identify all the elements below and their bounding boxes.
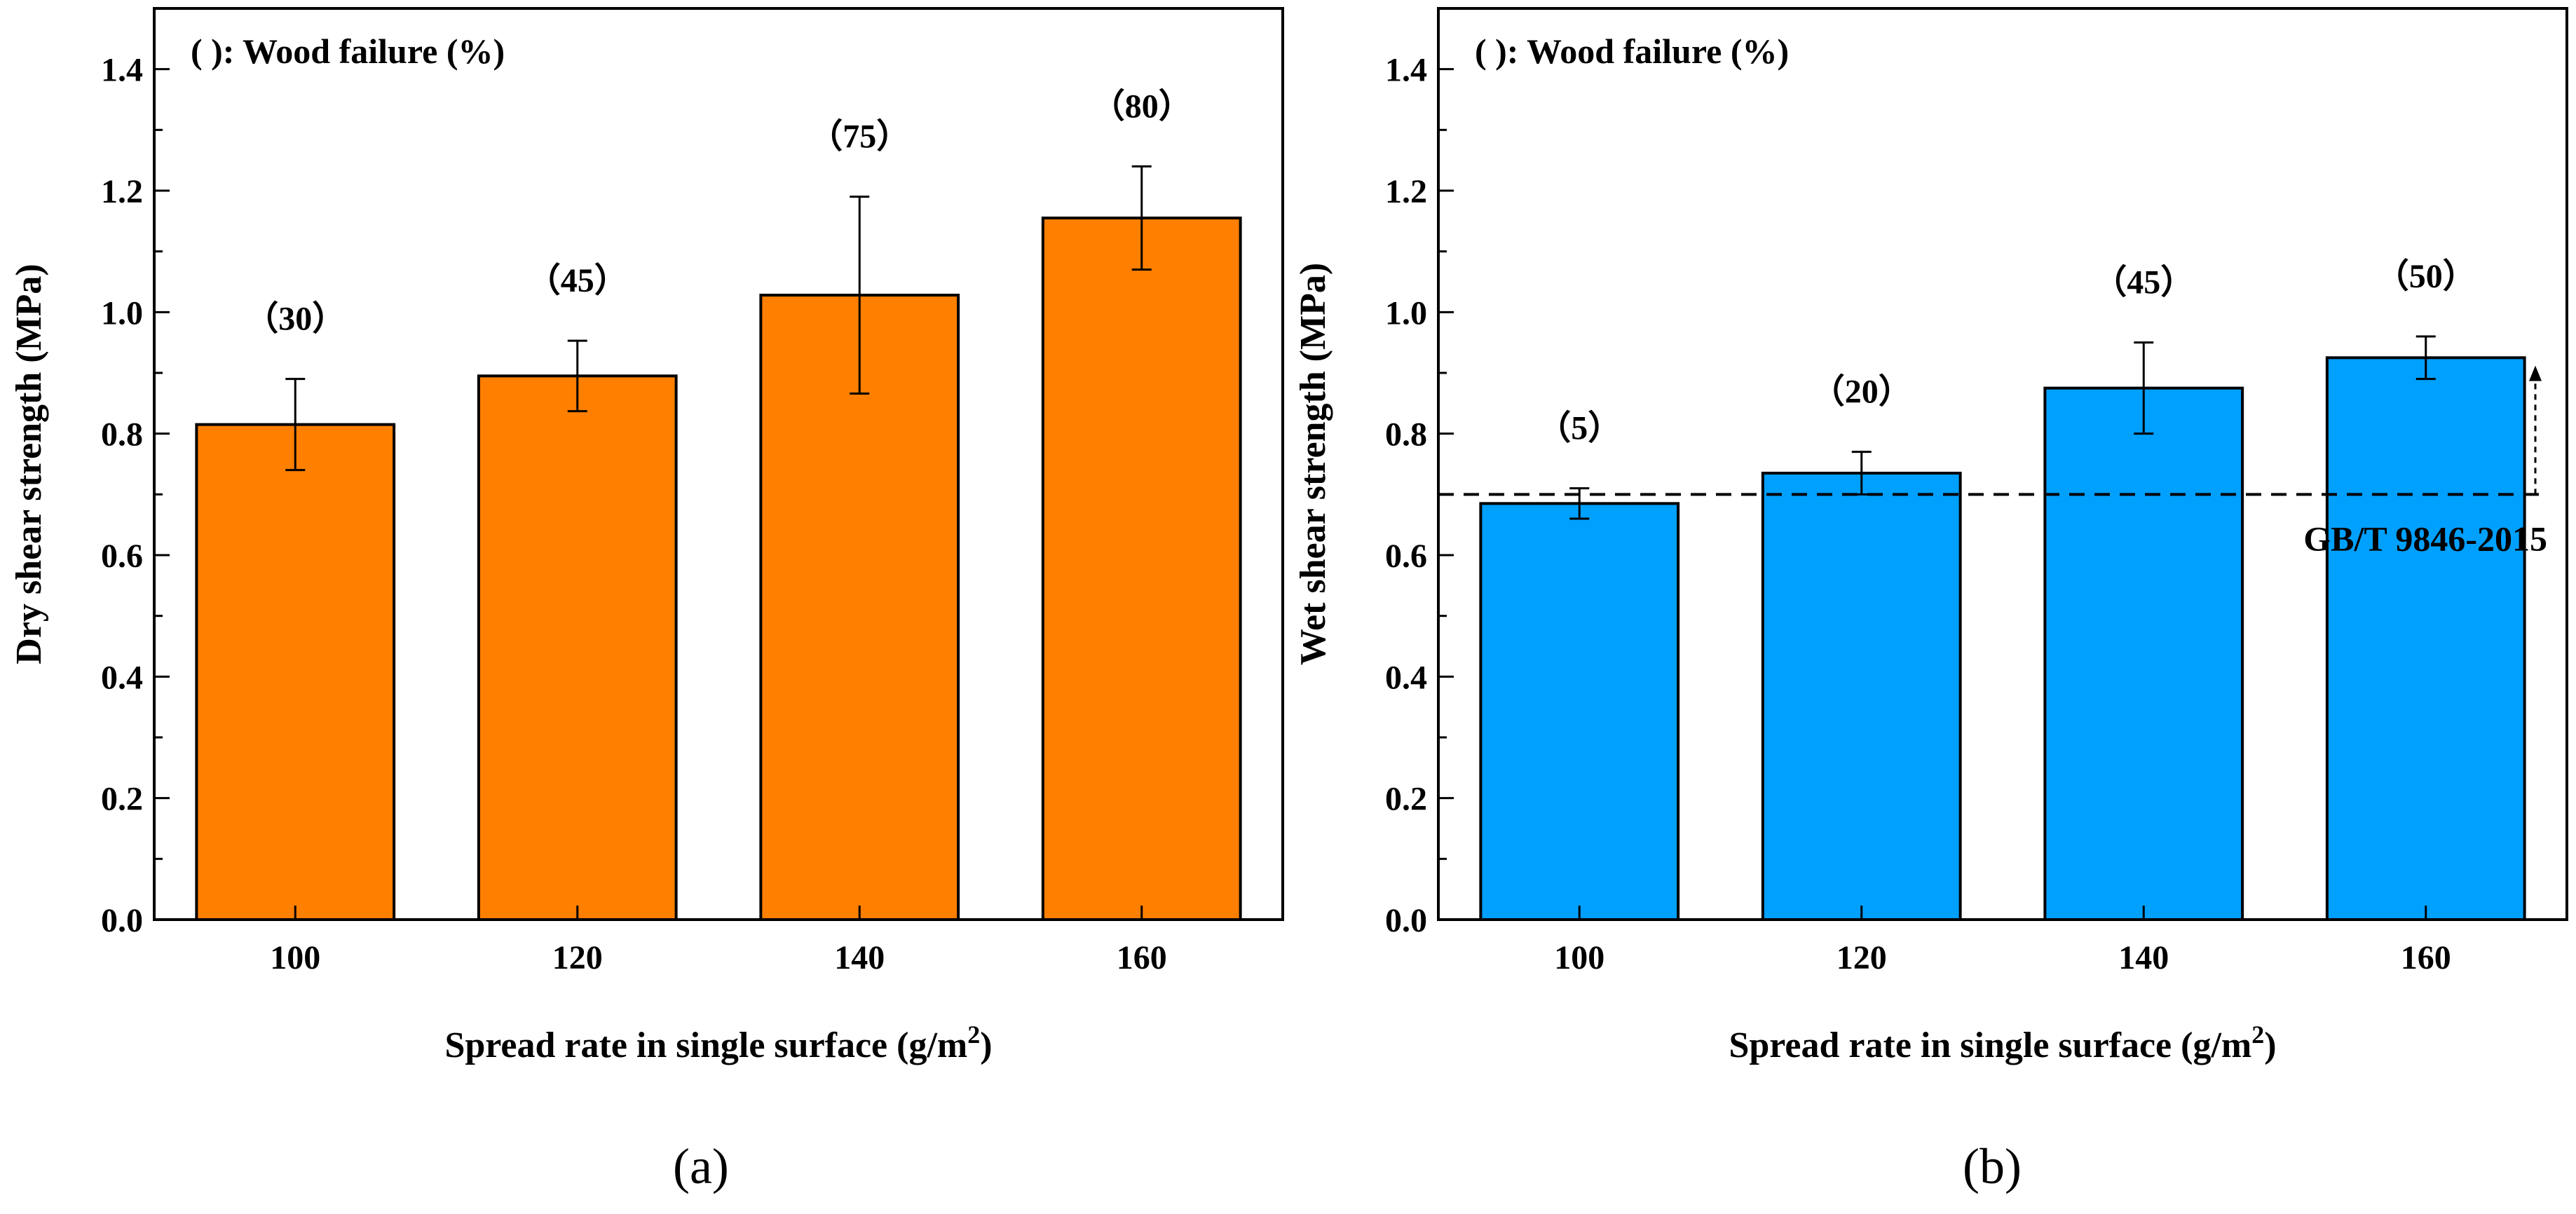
panel-a-x-tick-label-100: 100	[270, 939, 320, 976]
panel-b-wood-failure-label-100: （5）	[1537, 410, 1621, 447]
panel-b-label: (b)	[1963, 1138, 2022, 1194]
panel-a-x-axis-title: Spread rate in single surface (g/m2)	[444, 1021, 992, 1065]
panel-a-y-tick-label-1.4: 1.4	[101, 52, 143, 89]
panel-a-wood-failure-label-160: （80）	[1091, 88, 1192, 125]
panel-b: （5） （20） （45） （50） 0.0 0.2 0.4 0.6 0.8 1.0 1.2 1.4…	[1293, 7, 2568, 1194]
panel-a-x-ticks: 100 120 140 160	[270, 906, 1167, 976]
panel-b-x-tick-label-100: 100	[1554, 939, 1604, 976]
panel-b-wood-failure-label-160: （50）	[2376, 258, 2476, 295]
panel-a-x-tick-label-160: 160	[1117, 939, 1167, 976]
panel-b-y-tick-label-0.6: 0.6	[1385, 538, 1427, 575]
panel-a-wood-failure-label-120: （45）	[527, 262, 628, 299]
panel-b-plot-frame	[1437, 7, 2568, 921]
panel-a-wood-failure-labels: （30） （45） （75） （80）	[245, 88, 1192, 337]
panel-a-y-tick-label-0.8: 0.8	[101, 416, 143, 453]
panel-b-y-tick-label-0.0: 0.0	[1385, 902, 1427, 939]
panel-b-wood-failure-labels: （5） （20） （45） （50）	[1537, 258, 2476, 447]
panel-b-bar-100	[1479, 502, 1680, 921]
panel-b-x-tick-label-140: 140	[2118, 939, 2169, 976]
panel-a-y-tick-label-1.0: 1.0	[101, 294, 143, 332]
panel-a-wood-failure-label-100: （30）	[245, 301, 346, 338]
panel-b-y-tick-label-1.0: 1.0	[1385, 294, 1427, 332]
panel-a-y-tick-label-0.0: 0.0	[101, 902, 143, 939]
panel-b-reference-label: GB/T 9846-2015	[2303, 519, 2547, 558]
panel-b-wood-failure-label-120: （20）	[1811, 374, 1912, 411]
panel-b-bar-160	[2325, 356, 2526, 922]
panel-b-y-axis-title: Wet shear strength (MPa)	[1293, 263, 1333, 665]
panel-b-y-tick-label-0.4: 0.4	[1385, 659, 1427, 696]
panel-b-reference-line: GB/T 9846-2015	[1438, 365, 2547, 558]
panel-a-label: (a)	[673, 1138, 729, 1194]
panel-b-bar-120	[1761, 472, 1962, 921]
panel-a-x-tick-label-120: 120	[552, 939, 603, 976]
panel-a-x-tick-label-140: 140	[834, 939, 885, 976]
panel-a: （30） （45） （75） （80） 0.0 0.2 0.4 0.6 0.8 1.0 1.2 1.…	[9, 7, 1284, 1194]
panel-b-y-tick-label-0.8: 0.8	[1385, 416, 1427, 453]
panel-a-y-axis-title: Dry shear strength (MPa)	[9, 264, 49, 664]
panel-b-y-tick-label-1.4: 1.4	[1385, 52, 1427, 89]
panel-b-y-ticks: 0.0 0.2 0.4 0.6 0.8 1.0 1.2 1.4	[1385, 52, 1454, 939]
panel-a-bars	[195, 217, 1242, 922]
panel-b-y-tick-label-1.2: 1.2	[1385, 173, 1427, 210]
panel-b-x-ticks: 100 120 140 160	[1554, 906, 2451, 976]
panel-b-note: ( ): Wood failure (%)	[1475, 32, 1789, 71]
panel-b-x-tick-label-120: 120	[1836, 939, 1887, 976]
panel-a-bar-100	[195, 423, 396, 921]
panel-a-error-bars	[285, 165, 1152, 472]
panel-a-plot-frame	[153, 7, 1284, 921]
panel-a-y-tick-label-0.6: 0.6	[101, 538, 143, 575]
panel-b-x-tick-label-160: 160	[2401, 939, 2451, 976]
panel-a-y-tick-label-1.2: 1.2	[101, 173, 143, 210]
panel-b-bar-140	[2043, 386, 2244, 921]
panel-b-arrow-head	[2529, 365, 2542, 381]
panel-b-wood-failure-label-140: （45）	[2093, 264, 2194, 301]
panel-a-note: ( ): Wood failure (%)	[191, 32, 505, 71]
panel-b-x-axis-title: Spread rate in single surface (g/m2)	[1729, 1021, 2276, 1065]
panel-a-y-ticks: 0.0 0.2 0.4 0.6 0.8 1.0 1.2 1.4	[101, 52, 170, 939]
panel-a-bar-140	[759, 294, 960, 922]
panel-a-y-tick-label-0.4: 0.4	[101, 659, 143, 696]
panel-a-bar-120	[477, 374, 678, 921]
panel-a-wood-failure-label-140: （75）	[809, 118, 910, 156]
panel-a-y-tick-label-0.2: 0.2	[101, 781, 143, 818]
panel-a-bar-160	[1041, 217, 1242, 921]
panel-b-bars	[1479, 356, 2526, 922]
panel-b-y-tick-label-0.2: 0.2	[1385, 781, 1427, 818]
